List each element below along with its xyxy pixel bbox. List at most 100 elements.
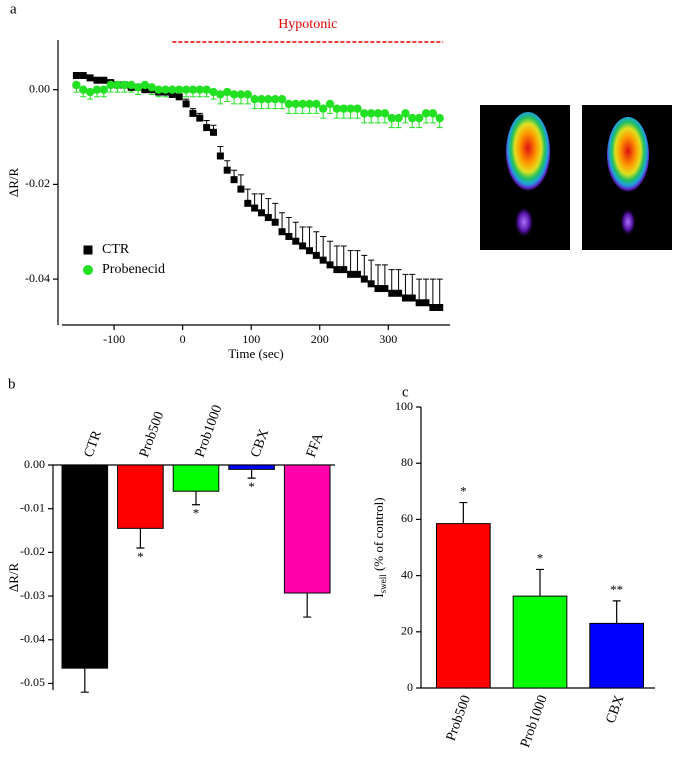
data-point bbox=[325, 99, 335, 109]
data-point bbox=[428, 109, 438, 118]
data-point bbox=[380, 109, 390, 118]
data-point bbox=[203, 124, 211, 132]
category-label: FFA bbox=[304, 430, 327, 459]
significance: ** bbox=[610, 582, 623, 597]
data-point bbox=[284, 99, 294, 109]
data-point bbox=[188, 85, 198, 94]
data-point bbox=[141, 86, 149, 94]
x-tick-label: 0 bbox=[180, 332, 186, 346]
panel-label: b bbox=[8, 376, 16, 392]
y-tick-label: 60 bbox=[401, 511, 413, 525]
error-bar bbox=[313, 231, 320, 256]
data-point bbox=[366, 109, 376, 118]
data-point bbox=[395, 289, 403, 297]
data-point bbox=[277, 94, 287, 104]
error-bar bbox=[395, 269, 402, 294]
error-bar bbox=[388, 269, 395, 294]
y-tick-label: -0.02 bbox=[25, 176, 50, 190]
bar bbox=[512, 595, 568, 689]
error-bar bbox=[375, 264, 382, 289]
data-point bbox=[332, 104, 342, 113]
error-bar bbox=[361, 254, 368, 280]
panel-label: a bbox=[10, 1, 17, 17]
data-point bbox=[92, 85, 102, 94]
data-point bbox=[436, 303, 444, 311]
data-point bbox=[154, 85, 163, 94]
data-point bbox=[86, 74, 94, 82]
panel-label: c bbox=[402, 384, 409, 400]
y-tick-label: 100 bbox=[395, 399, 413, 413]
data-point bbox=[229, 90, 239, 99]
category-label: CBX bbox=[248, 427, 272, 459]
category-label: Prob500 bbox=[444, 693, 474, 743]
data-point bbox=[360, 275, 368, 283]
data-point bbox=[346, 104, 355, 113]
data-point bbox=[202, 85, 211, 94]
data-point bbox=[414, 113, 424, 123]
data-point bbox=[79, 85, 88, 94]
data-point bbox=[230, 176, 238, 184]
y-axis-label: ΔR/R bbox=[6, 563, 21, 593]
data-point bbox=[196, 114, 204, 122]
error-bar bbox=[381, 264, 388, 289]
data-point bbox=[244, 199, 252, 207]
category-label: CTR bbox=[81, 428, 105, 459]
data-point bbox=[168, 90, 176, 98]
data-point bbox=[298, 99, 307, 109]
data-point bbox=[333, 266, 341, 274]
data-point bbox=[388, 289, 396, 297]
data-point bbox=[175, 85, 184, 94]
data-point bbox=[127, 80, 136, 90]
x-axis-label: Time (sec) bbox=[228, 346, 284, 361]
data-point bbox=[319, 256, 327, 264]
legend-label: Probenecid bbox=[102, 262, 165, 277]
x-tick-label: 300 bbox=[379, 332, 397, 346]
hypotonic-label: Hypotonic bbox=[278, 17, 337, 32]
error-bar bbox=[247, 469, 256, 479]
data-point bbox=[175, 93, 183, 101]
error-bar bbox=[612, 600, 621, 624]
legend-label: CTR bbox=[102, 242, 130, 257]
data-point bbox=[113, 80, 122, 90]
y-tick-label: 0.00 bbox=[29, 81, 50, 95]
y-tick-label: -0.04 bbox=[25, 271, 50, 285]
error-bar bbox=[416, 278, 423, 303]
error-bar bbox=[368, 259, 375, 284]
data-point bbox=[394, 113, 403, 123]
bar bbox=[436, 523, 491, 689]
x-tick-label: 200 bbox=[311, 332, 329, 346]
data-point bbox=[291, 99, 300, 109]
bar bbox=[117, 464, 164, 529]
data-point bbox=[326, 261, 334, 269]
data-point bbox=[408, 294, 416, 302]
y-axis-label: ΔR/R bbox=[6, 168, 21, 198]
category-label: CBX bbox=[604, 693, 628, 725]
data-point bbox=[318, 104, 328, 113]
error-bar bbox=[80, 668, 89, 693]
error-bar bbox=[320, 235, 327, 261]
error-bar bbox=[409, 273, 416, 299]
data-point bbox=[367, 280, 375, 288]
y-tick-label: 0 bbox=[407, 680, 413, 694]
error-bar bbox=[436, 278, 443, 308]
data-point bbox=[374, 285, 382, 293]
data-point bbox=[99, 85, 109, 94]
data-point bbox=[305, 247, 313, 255]
data-point bbox=[401, 294, 409, 302]
error-bar bbox=[333, 245, 340, 270]
significance: * bbox=[137, 549, 144, 564]
significance: * bbox=[248, 479, 255, 494]
data-point bbox=[93, 76, 101, 84]
data-point bbox=[243, 90, 252, 99]
y-axis-label: Iswell (% of control) bbox=[371, 497, 388, 597]
data-point bbox=[312, 99, 321, 109]
cell-image bbox=[582, 105, 672, 250]
error-bar bbox=[327, 240, 334, 265]
data-point bbox=[305, 99, 314, 109]
y-tick-label: -0.03 bbox=[20, 588, 45, 602]
y-label-sub: swell bbox=[378, 574, 388, 593]
data-point bbox=[401, 109, 410, 118]
legend-marker bbox=[83, 245, 93, 255]
data-point bbox=[181, 85, 191, 94]
